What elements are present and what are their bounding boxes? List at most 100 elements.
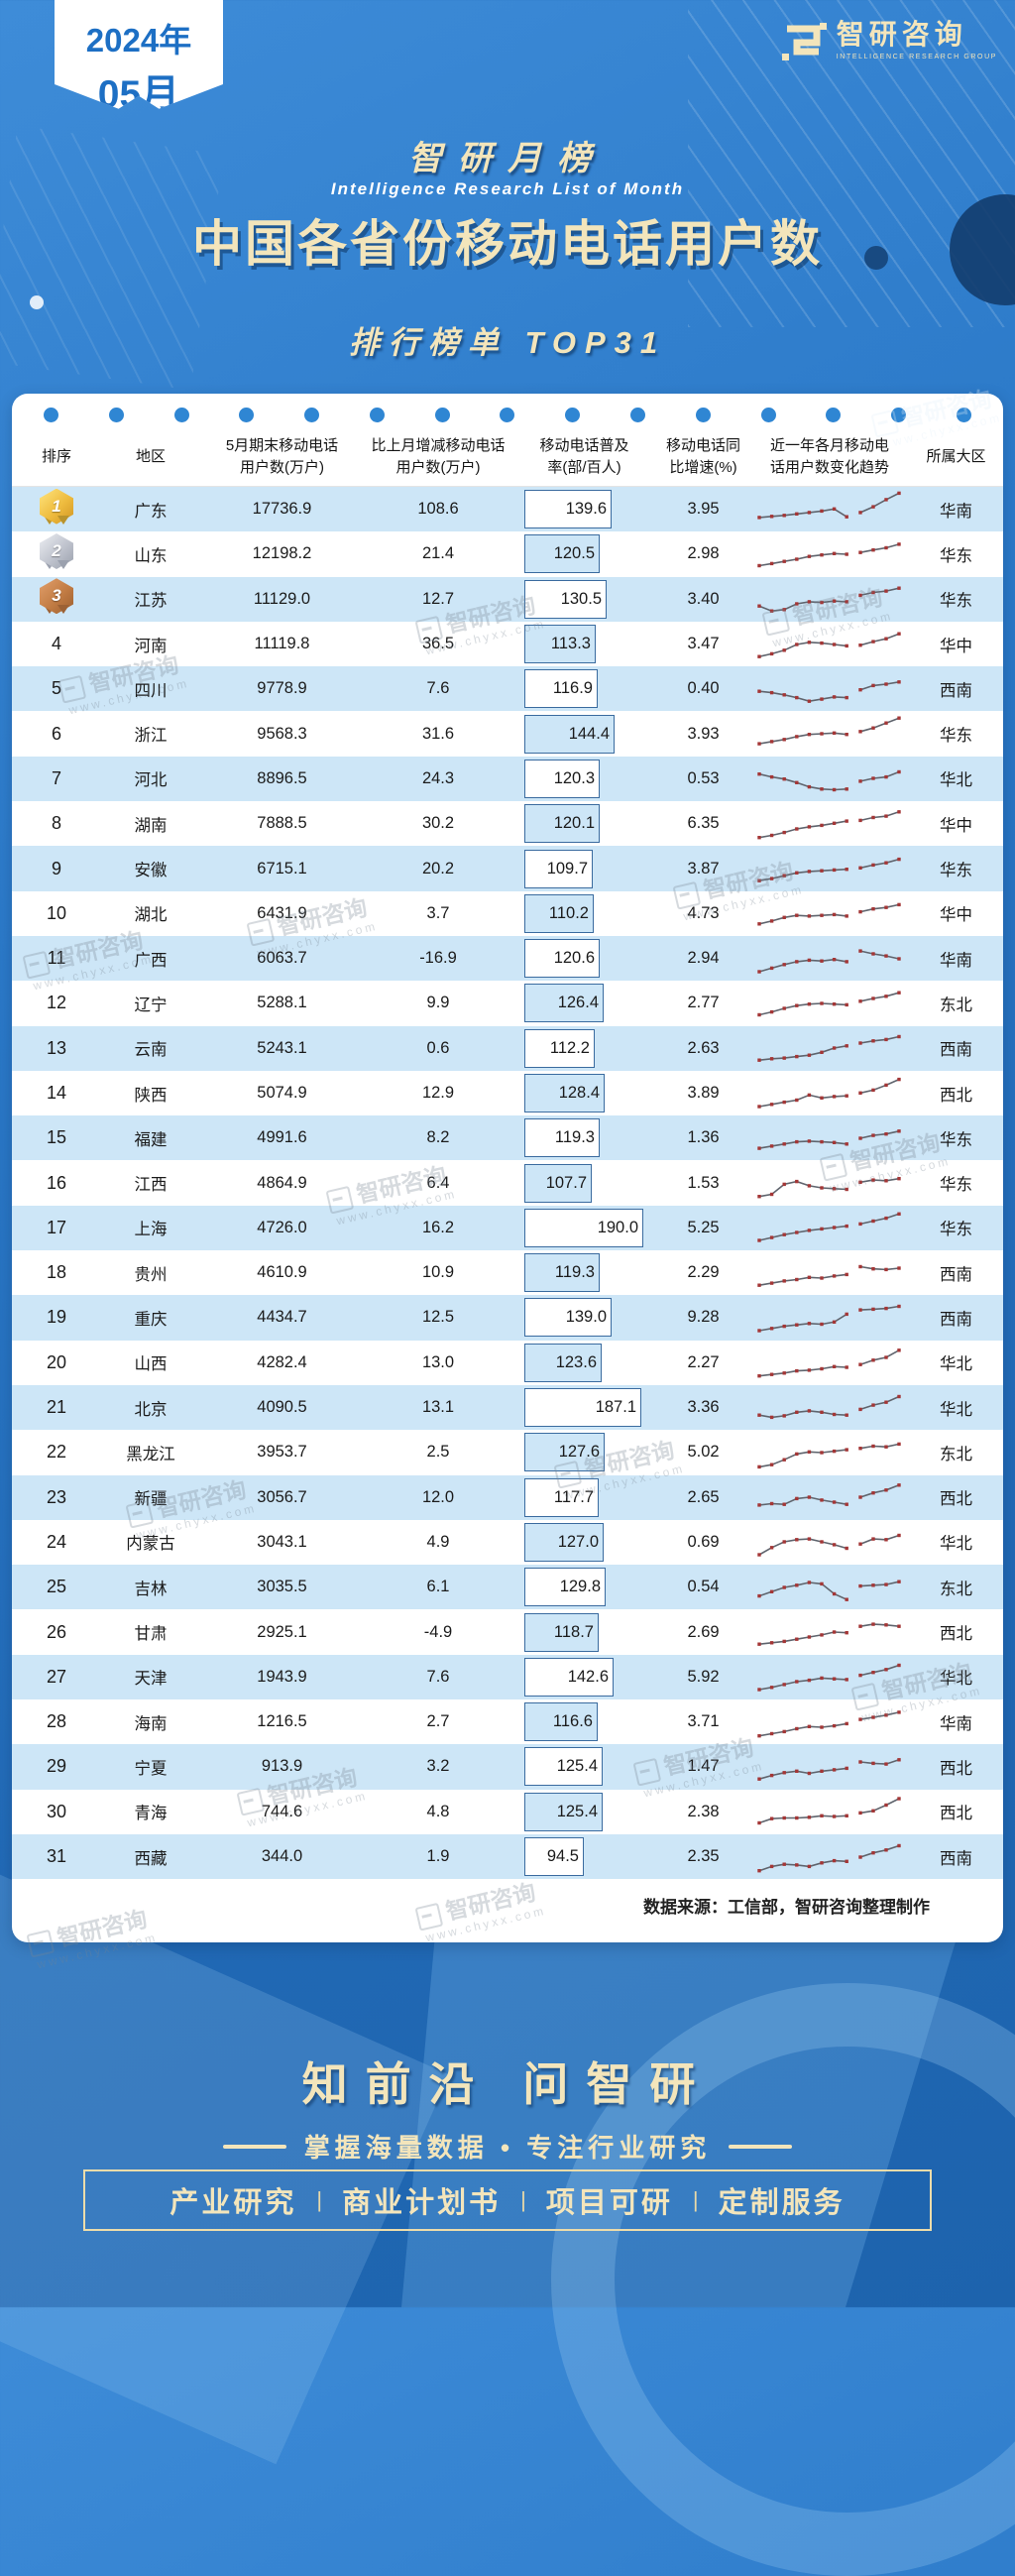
trend-sparkline — [757, 1622, 901, 1646]
table-row: 1 广东 17736.9 108.6 139.6 3.95 华南 — [12, 487, 1003, 532]
table-row: 2 山东 12198.2 21.4 120.5 2.98 华东 — [12, 531, 1003, 576]
region-group: 华北 — [940, 1535, 972, 1554]
region-name: 内蒙古 — [126, 1535, 175, 1554]
penetration-bar: 129.8 — [524, 1568, 606, 1607]
region-group: 西南 — [940, 1265, 972, 1284]
growth-value: 2.77 — [687, 994, 720, 1012]
users-value: 4991.6 — [257, 1128, 307, 1147]
penetration-bar-cell: 118.7 — [512, 1609, 656, 1654]
growth-value: 2.35 — [687, 1847, 720, 1866]
penetration-bar-cell: 120.6 — [512, 936, 656, 981]
penetration-bar: 187.1 — [524, 1388, 641, 1428]
region-name: 海南 — [134, 1714, 168, 1733]
trend-sparkline — [757, 679, 901, 703]
table-row: 6 浙江 9568.3 31.6 144.4 3.93 华东 — [12, 711, 1003, 756]
region-name: 山东 — [134, 546, 168, 565]
users-value: 6431.9 — [257, 903, 307, 922]
rank-cell: 27 — [12, 1667, 101, 1688]
region-group: 东北 — [940, 1445, 972, 1464]
region-group: 华东 — [940, 1176, 972, 1195]
table-row: 5 四川 9778.9 7.6 116.9 0.40 西南 — [12, 666, 1003, 712]
table-row: 26 甘肃 2925.1 -4.9 118.7 2.69 西北 — [12, 1609, 1003, 1654]
region-name: 吉林 — [134, 1580, 168, 1598]
region-group: 华东 — [940, 1221, 972, 1239]
region-group: 华中 — [940, 816, 972, 835]
perforation-dot — [760, 408, 776, 422]
rank-cell: 17 — [12, 1218, 101, 1238]
trend-sparkline — [757, 1212, 901, 1243]
trend-sparkline — [757, 857, 901, 882]
users-value: 4434.7 — [257, 1308, 307, 1327]
table-row: 18 贵州 4610.9 10.9 119.3 2.29 西南 — [12, 1250, 1003, 1295]
rank-number: 5 — [51, 678, 61, 699]
change-value: 10.9 — [421, 1263, 455, 1282]
table-row: 4 河南 11119.8 36.5 113.3 3.47 华中 — [12, 622, 1003, 666]
trend-sparkline — [757, 1394, 901, 1419]
trend-cell — [750, 1341, 909, 1384]
trend-sparkline — [757, 1483, 901, 1507]
trend-sparkline — [757, 1797, 901, 1825]
trend-cell — [750, 577, 909, 621]
trend-sparkline — [757, 1348, 901, 1378]
penetration-bar: 128.4 — [524, 1074, 605, 1112]
table-row: 19 重庆 4434.7 12.5 139.0 9.28 西南 — [12, 1295, 1003, 1341]
medal-icon: 1 — [39, 488, 74, 530]
change-value: -16.9 — [419, 949, 457, 968]
rank-cell: 9 — [12, 859, 101, 879]
page-title: 中国各省份移动电话用户数 — [192, 216, 823, 272]
brand-logo-text: 智研咨询 INTELLIGENCE RESEARCH GROUP — [837, 19, 997, 60]
ranking-table-card: 排序 地区 5月期末移动电话 用户数(万户) 比上月增减移动电话 用户数(万户) 移动电话普… — [12, 394, 1003, 1942]
penetration-bar-cell: 190.0 — [512, 1206, 656, 1250]
users-value: 9778.9 — [257, 679, 307, 698]
trend-sparkline — [757, 903, 901, 926]
trend-cell — [750, 1655, 909, 1698]
rank-cell: 26 — [12, 1622, 101, 1643]
rank-cell: 11 — [12, 948, 101, 969]
change-value: 36.5 — [421, 635, 455, 653]
rank-number: 9 — [51, 858, 61, 878]
rank-number: 4 — [51, 634, 61, 654]
region-name: 福建 — [134, 1130, 168, 1149]
region-name: 江苏 — [134, 592, 168, 611]
penetration-bar-cell: 112.2 — [512, 1026, 656, 1071]
region-group: 华东 — [940, 862, 972, 880]
trend-sparkline — [757, 542, 901, 568]
users-value: 12198.2 — [252, 544, 312, 563]
rank-number: 15 — [46, 1127, 67, 1148]
region-name: 湖南 — [134, 816, 168, 835]
change-value: -4.9 — [423, 1622, 453, 1641]
table-row: 21 北京 4090.5 13.1 187.1 3.36 华北 — [12, 1384, 1003, 1431]
penetration-bar-cell: 117.7 — [512, 1475, 656, 1520]
trend-sparkline — [757, 809, 901, 840]
penetration-bar-cell: 109.7 — [512, 846, 656, 890]
trend-sparkline — [757, 586, 901, 614]
rank-cell: 28 — [12, 1711, 101, 1732]
growth-value: 2.94 — [687, 949, 720, 968]
table-row: 29 宁夏 913.9 3.2 125.4 1.47 西北 — [12, 1744, 1003, 1790]
table-row: 25 吉林 3035.5 6.1 129.8 0.54 东北 — [12, 1565, 1003, 1610]
penetration-bar: 190.0 — [524, 1208, 643, 1247]
table-row: 9 安徽 6715.1 20.2 109.7 3.87 华东 — [12, 846, 1003, 891]
footer-dash-left — [222, 2144, 286, 2149]
rank-number: 19 — [46, 1307, 67, 1328]
growth-value: 2.63 — [687, 1038, 720, 1057]
change-value: 4.8 — [426, 1802, 450, 1820]
change-value: 12.5 — [421, 1308, 455, 1327]
region-group: 西南 — [940, 1310, 972, 1329]
service-separator: | — [520, 2187, 526, 2212]
badge-month: 05月 — [97, 73, 180, 116]
change-value: 7.6 — [426, 679, 450, 698]
penetration-bar: 120.1 — [524, 804, 600, 844]
trend-sparkline — [757, 1664, 901, 1693]
penetration-bar-cell: 139.0 — [512, 1295, 656, 1340]
region-name: 浙江 — [134, 727, 168, 746]
growth-value: 0.53 — [687, 768, 720, 787]
perforation-dot — [695, 408, 711, 422]
perforation-dot — [108, 408, 124, 422]
trend-sparkline — [757, 1304, 901, 1333]
rank-cell: 31 — [12, 1846, 101, 1867]
users-value: 6063.7 — [257, 949, 307, 968]
trend-cell — [750, 1475, 909, 1519]
users-value: 3953.7 — [257, 1443, 307, 1462]
trend-sparkline — [757, 1709, 901, 1738]
